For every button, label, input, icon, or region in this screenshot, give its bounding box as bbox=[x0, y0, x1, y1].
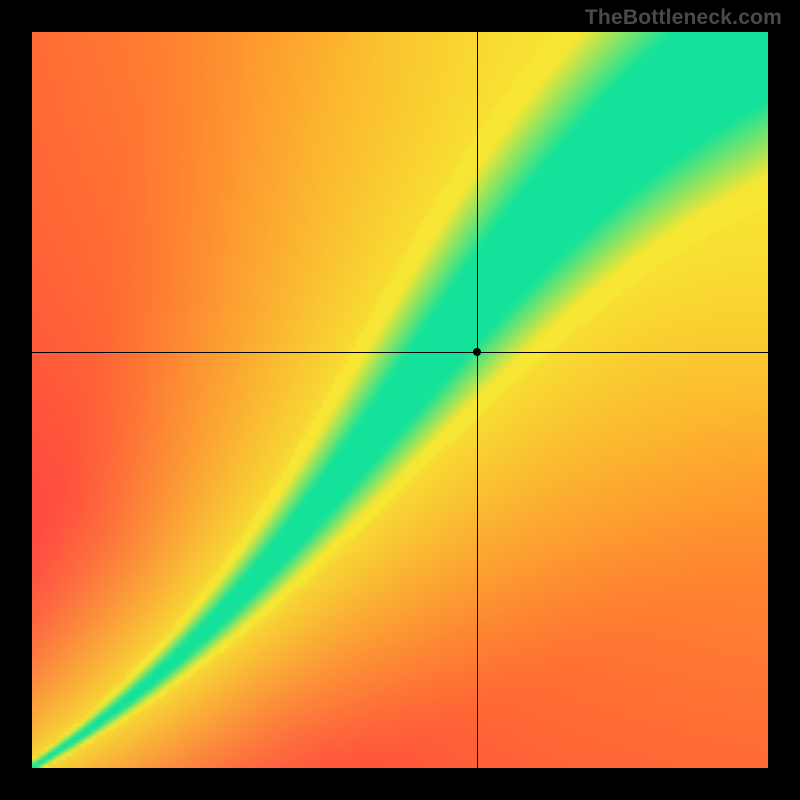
crosshair-marker bbox=[473, 348, 481, 356]
heatmap-canvas bbox=[32, 32, 768, 768]
plot-area bbox=[32, 32, 768, 768]
chart-container: TheBottleneck.com bbox=[0, 0, 800, 800]
crosshair-vertical bbox=[477, 32, 478, 768]
crosshair-horizontal bbox=[32, 352, 768, 353]
watermark-text: TheBottleneck.com bbox=[585, 6, 782, 30]
